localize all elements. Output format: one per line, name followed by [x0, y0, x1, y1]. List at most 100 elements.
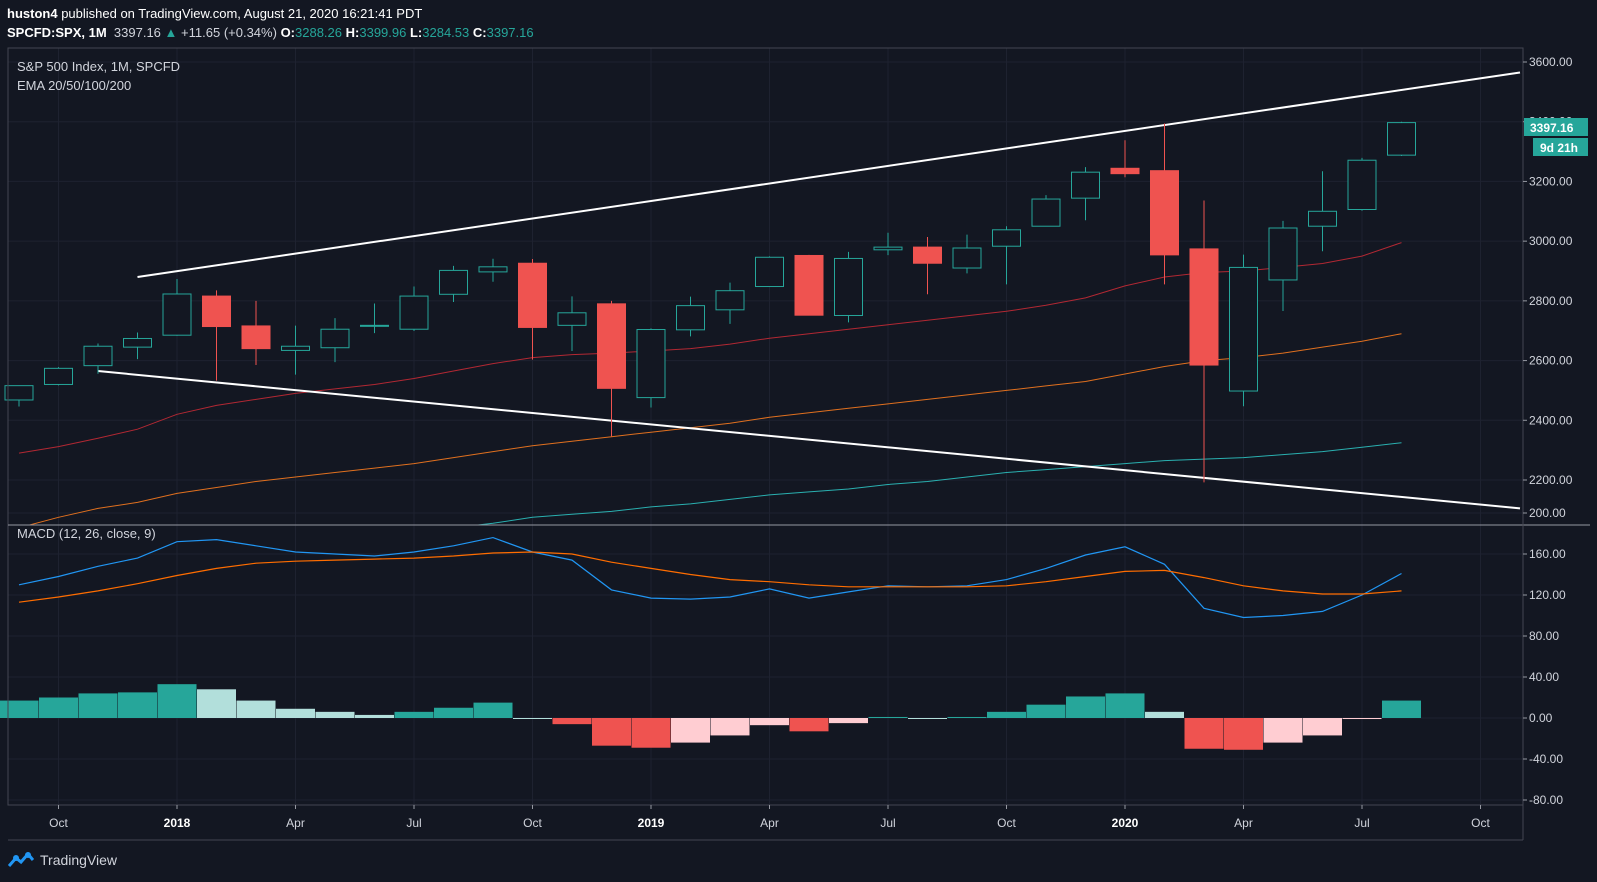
candle-body	[676, 305, 705, 331]
histogram-bar	[1263, 718, 1303, 743]
signal-line	[18, 551, 1402, 603]
candle-up	[1031, 195, 1061, 227]
last-price: 3397.16	[113, 25, 161, 40]
brand-text: TradingView	[40, 852, 118, 868]
histogram-bar	[1066, 696, 1105, 718]
publish-info: huston4 published on TradingView.com, Au…	[7, 6, 422, 21]
ema20-line	[18, 242, 1402, 454]
time-axis[interactable]: Oct 2018 Apr Jul Oct 2019 Apr Jul Oct 2020 Apr Jul O…	[49, 805, 1490, 830]
legend-ema: EMA 20/50/100/200	[17, 78, 131, 93]
price-tick-label: 3200.00	[1529, 174, 1573, 188]
candle-body	[913, 246, 942, 264]
candle-down	[241, 300, 271, 366]
candle-body	[1308, 210, 1337, 227]
candle-body	[1031, 198, 1061, 227]
macd-tick-label: 0.00	[1529, 711, 1553, 725]
time-tick-label: Oct	[997, 816, 1016, 830]
candle-up	[478, 258, 508, 282]
candle-body	[202, 295, 231, 328]
candle-body	[1189, 248, 1219, 366]
histogram-bar	[276, 708, 315, 718]
trendline-2	[97, 370, 1521, 510]
candle-up	[44, 367, 73, 386]
histogram-bar	[1026, 704, 1066, 718]
candle-up	[399, 286, 429, 332]
candle-down	[1150, 123, 1179, 285]
candle-up	[320, 318, 350, 363]
candle-up	[557, 296, 587, 352]
time-tick-label: Oct	[523, 816, 542, 830]
pane-frame	[7, 47, 1590, 841]
price-tag-value: 3397.16	[1530, 121, 1574, 135]
publish-text: published on TradingView.com, August 21,…	[61, 6, 423, 21]
candle-body	[4, 385, 34, 401]
histogram-bar	[1145, 711, 1184, 718]
candle-body	[1110, 167, 1140, 175]
macd-lines	[18, 536, 1402, 619]
time-tick-label: Jul	[406, 816, 421, 830]
legend-title: S&P 500 Index, 1M, SPCFD	[17, 59, 180, 74]
candle-body	[1268, 227, 1298, 281]
candle-up	[1071, 167, 1100, 221]
candle-up	[1387, 121, 1416, 157]
histogram-bar	[355, 714, 394, 718]
candle-up	[834, 251, 863, 323]
histogram-bar	[671, 718, 710, 743]
candle-up	[83, 343, 113, 374]
candle-body	[281, 345, 310, 351]
candle-body	[873, 246, 903, 251]
price-tag-bg	[1524, 118, 1588, 136]
candle-up	[755, 256, 784, 288]
macd-histogram	[0, 684, 1421, 750]
histogram-bar	[394, 711, 434, 718]
candle-up	[676, 296, 705, 337]
price-tick-label: 3000.00	[1529, 234, 1573, 248]
candlestick-series[interactable]	[4, 121, 1416, 483]
candle-body	[992, 229, 1021, 247]
time-tick-label: 2020	[1112, 816, 1139, 830]
price-tick-label: 2400.00	[1529, 413, 1573, 427]
candle-body	[123, 337, 152, 348]
candle-up	[360, 303, 389, 334]
histogram-bar	[1184, 718, 1224, 749]
time-tick-label: Oct	[1471, 816, 1490, 830]
candle-up	[439, 265, 468, 303]
macd-tick-label: -40.00	[1529, 752, 1563, 766]
histogram-bar	[592, 718, 631, 746]
candle-up	[992, 226, 1021, 285]
histogram-bar	[39, 697, 78, 718]
footer-brand[interactable]: TradingView	[8, 852, 117, 868]
price-axis[interactable]: 2200.00 2400.00 2600.00 2800.00 3000.00 3200.…	[1523, 55, 1573, 807]
candle-body	[952, 247, 982, 269]
candle-body	[478, 266, 508, 273]
histogram-bar	[118, 692, 157, 718]
price-tick-label: 2600.00	[1529, 354, 1573, 368]
ema100-line	[473, 442, 1402, 525]
macd-tick-label: 120.00	[1529, 588, 1566, 602]
histogram-bar	[1224, 718, 1263, 750]
candle-up	[873, 232, 903, 256]
trendlines[interactable]	[97, 71, 1521, 510]
candle-body	[636, 329, 666, 399]
candle-body	[320, 328, 350, 349]
close-value: 3397.16	[486, 25, 534, 40]
candle-up	[123, 332, 152, 360]
publisher-name[interactable]: huston4	[7, 6, 58, 21]
candle-up	[4, 385, 34, 407]
time-tick-label: Jul	[1354, 816, 1369, 830]
candle-up	[636, 328, 666, 408]
price-tick-label: 2800.00	[1529, 294, 1573, 308]
candle-down	[597, 300, 626, 437]
time-tick-label: Apr	[1234, 816, 1253, 830]
price-tag: 3397.16 9d 21h	[1524, 118, 1588, 156]
candle-body	[1387, 122, 1416, 156]
low-value: 3284.53	[422, 25, 470, 40]
histogram-bar	[157, 684, 197, 718]
open-value: 3288.26	[295, 25, 343, 40]
up-arrow-icon: ▲	[164, 25, 178, 40]
legend-macd: MACD (12, 26, close, 9)	[17, 526, 156, 541]
candle-up	[1347, 157, 1377, 211]
candle-body	[1071, 171, 1100, 199]
candle-body	[439, 269, 468, 295]
